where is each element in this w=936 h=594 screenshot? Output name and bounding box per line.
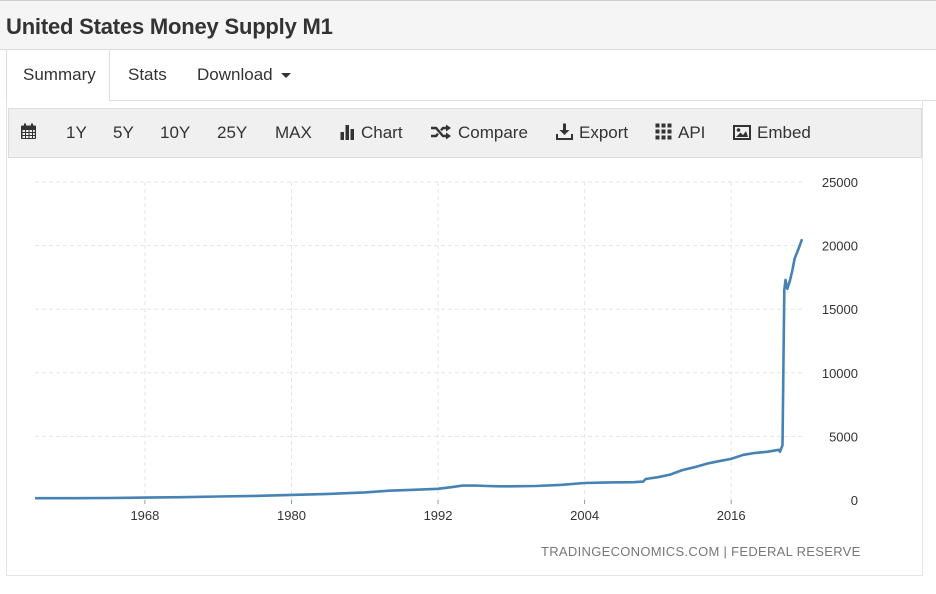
embed-button-label: Embed [757, 123, 811, 142]
chart-toolbar: 1Y 5Y 10Y 25Y MAX Chart Compare Export [8, 108, 922, 158]
tab-summary[interactable]: Summary [6, 50, 110, 101]
export-button[interactable]: Export [556, 109, 628, 157]
chart-button-label: Chart [361, 123, 403, 142]
x-axis-ticks: 1968 1980 1992 2004 2016 [130, 500, 746, 523]
x-tick-label: 1992 [424, 508, 453, 523]
m1-series-line [35, 238, 804, 500]
chart-button[interactable]: Chart [340, 109, 403, 157]
caret-down-icon [280, 73, 291, 79]
export-button-label: Export [579, 123, 629, 142]
x-tick-label: 2004 [570, 508, 599, 523]
y-tick-label: 15000 [822, 302, 858, 317]
api-button-label: API [678, 123, 706, 142]
calendar-icon [21, 123, 36, 139]
tab-bar: Summary Stats Download [6, 50, 936, 101]
tab-download-label: Download [197, 65, 273, 84]
tab-stats[interactable]: Stats [128, 65, 167, 84]
embed-button[interactable]: Embed [733, 109, 811, 157]
range-max-button[interactable]: MAX [275, 123, 312, 142]
range-10y-button[interactable]: 10Y [160, 123, 191, 142]
y-tick-label: 10000 [822, 366, 858, 381]
image-icon [733, 125, 751, 140]
compare-button-label: Compare [458, 123, 528, 142]
grid-icon [655, 123, 672, 140]
source-credit: TRADINGECONOMICS.COM | FEDERAL RESERVE [541, 544, 861, 559]
shuffle-icon [431, 124, 451, 140]
page-title: United States Money Supply M1 [6, 14, 333, 39]
download-icon [556, 123, 573, 140]
y-tick-label: 25000 [822, 175, 858, 190]
x-tick-label: 1980 [277, 508, 306, 523]
range-5y-button[interactable]: 5Y [113, 123, 134, 142]
compare-button[interactable]: Compare [430, 109, 528, 157]
api-button[interactable]: API [655, 109, 705, 157]
x-tick-label: 1968 [130, 508, 159, 523]
y-tick-label: 5000 [829, 429, 858, 444]
range-25y-button[interactable]: 25Y [217, 123, 248, 142]
calendar-button[interactable] [20, 109, 43, 157]
y-tick-label: 20000 [822, 239, 858, 254]
range-1y-button[interactable]: 1Y [66, 123, 87, 142]
y-tick-label: 0 [851, 493, 858, 508]
tab-download[interactable]: Download [181, 50, 307, 100]
chart-grid [35, 181, 802, 500]
bar-chart-icon [340, 125, 354, 140]
y-axis-ticks: 0 5000 10000 15000 20000 25000 [822, 175, 858, 508]
title-bar: United States Money Supply M1 [0, 0, 936, 50]
content-panel [6, 100, 923, 576]
x-tick-label: 2016 [717, 508, 746, 523]
